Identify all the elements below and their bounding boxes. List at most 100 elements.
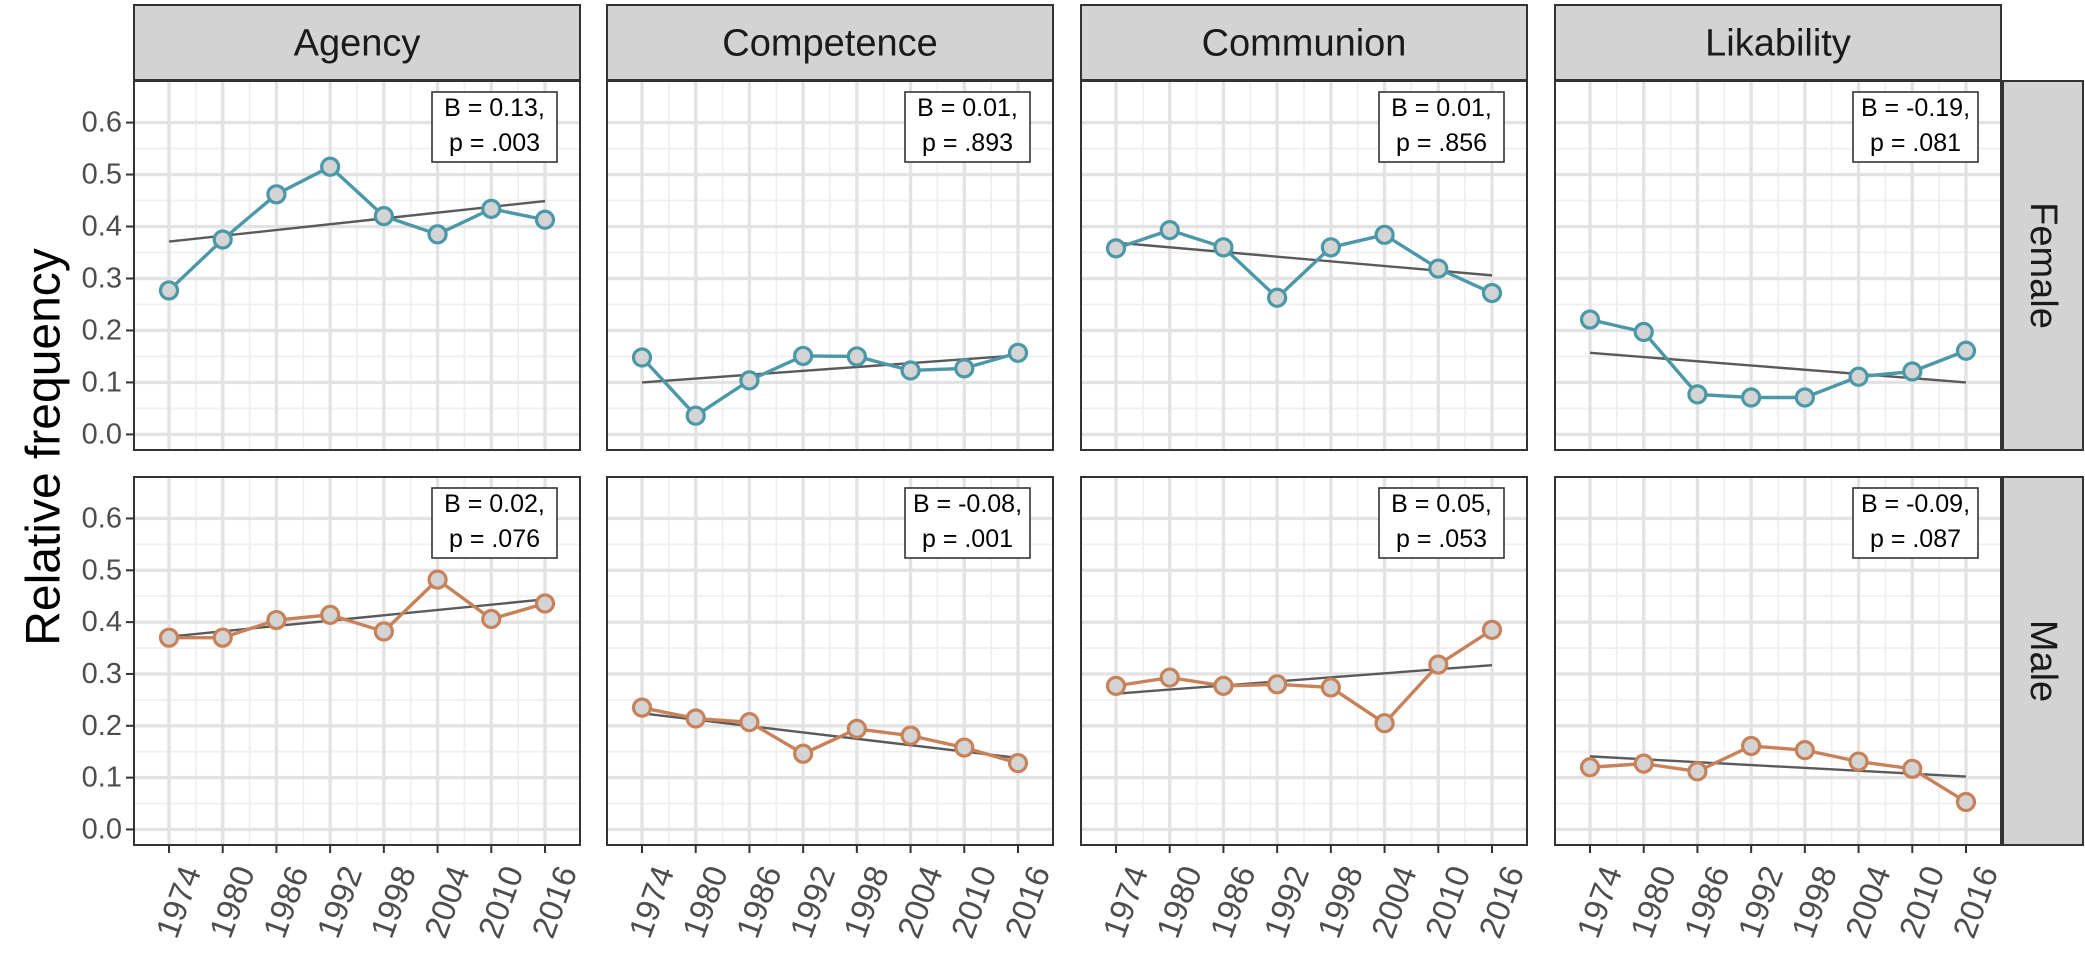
- stats-p-value: p = .076: [449, 525, 540, 553]
- stats-annotation: B = 0.05, p = .053: [1378, 487, 1505, 559]
- stats-b-value: B = 0.02,: [444, 490, 545, 518]
- panel-border: [606, 80, 1054, 451]
- stats-annotation: B = -0.08, p = .001: [904, 487, 1031, 559]
- panel-border: [1080, 80, 1528, 451]
- x-tick-label: 2004: [1364, 861, 1424, 943]
- data-point-1998: [373, 621, 394, 642]
- y-tick-label: 0.3: [82, 262, 122, 294]
- data-point-1992: [320, 604, 341, 625]
- panel-border: [1080, 476, 1528, 846]
- data-point-1998: [1794, 740, 1815, 761]
- stats-annotation: B = 0.13, p = .003: [431, 91, 558, 163]
- stats-annotation: B = -0.09, p = .087: [1852, 487, 1979, 559]
- stats-annotation-box: [1852, 91, 1979, 163]
- x-tick-label: 1998: [363, 861, 423, 943]
- stats-annotation-box: [1852, 487, 1979, 559]
- panel-male-agency: B = 0.02, p = .076 0.0 0.1 0.2 0.3 0.4 0.5 0.6 19…: [82, 476, 584, 943]
- row-strip-male: Male: [2002, 476, 2084, 846]
- y-tick-label: 0.2: [82, 710, 122, 742]
- data-point-1992: [1741, 387, 1762, 408]
- facet-panels: Agency Competence Communion Likability Femal…: [82, 4, 2084, 943]
- x-tick-label: 2004: [1838, 861, 1898, 943]
- data-point-1980: [685, 405, 706, 426]
- data-point-1974: [631, 347, 653, 368]
- stats-annotation-box: [431, 91, 558, 163]
- x-tick-label: 1974: [621, 861, 681, 943]
- stats-p-value: p = .856: [1396, 129, 1487, 157]
- row-strip-label: Male: [2022, 620, 2064, 702]
- y-tick-label: 0.0: [82, 813, 122, 845]
- y-tick-label: 0.1: [82, 762, 122, 794]
- stats-annotation: B = -0.19, p = .081: [1852, 91, 1979, 163]
- column-strip-label: Competence: [722, 23, 937, 65]
- panel-border: [1554, 476, 2002, 846]
- stats-p-value: p = .001: [922, 525, 1013, 553]
- x-tick-label: 1998: [836, 861, 896, 943]
- data-point-1992: [793, 743, 814, 764]
- x-tick-label: 1986: [1203, 861, 1263, 943]
- x-tick-label: 1986: [256, 861, 316, 943]
- data-point-2004: [1374, 713, 1395, 734]
- stats-b-value: B = -0.19,: [1861, 94, 1970, 122]
- stats-b-value: B = -0.09,: [1861, 490, 1970, 518]
- data-point-2004: [900, 725, 921, 746]
- stats-b-value: B = 0.05,: [1391, 490, 1492, 518]
- y-tick-label: 0.5: [82, 159, 122, 191]
- row-strip-female: Female: [2002, 80, 2084, 451]
- data-point-2004: [427, 569, 448, 590]
- panel-border: [606, 476, 1054, 846]
- stats-annotation-box: [431, 487, 558, 559]
- column-strip-agency: Agency: [133, 4, 581, 81]
- data-point-2010: [1428, 654, 1449, 675]
- x-tick-label: 2010: [1418, 861, 1478, 943]
- y-tick-label: 0.1: [82, 366, 122, 398]
- x-tick-label: 1974: [148, 861, 208, 943]
- data-point-1980: [212, 627, 233, 648]
- data-point-2010: [1902, 361, 1923, 382]
- stats-b-value: B = 0.13,: [444, 94, 545, 122]
- data-point-1980: [1159, 220, 1180, 241]
- panel-border: [1554, 80, 2002, 451]
- data-point-2016: [534, 593, 556, 614]
- data-point-1992: [1267, 674, 1288, 695]
- data-point-2004: [1848, 366, 1869, 387]
- data-point-2004: [1374, 224, 1395, 245]
- y-axis-title: Relative frequency: [18, 248, 71, 646]
- x-tick-label: 1998: [1310, 861, 1370, 943]
- column-strip-label: Likability: [1705, 23, 1851, 65]
- panel-male-competence: B = -0.08,p = .0011974198019861992199820…: [606, 476, 1057, 943]
- data-point-1998: [846, 346, 867, 367]
- x-tick-label: 2010: [1892, 861, 1952, 943]
- x-tick-label: 1980: [675, 861, 735, 943]
- data-point-2010: [954, 358, 975, 379]
- data-point-1974: [1105, 675, 1127, 696]
- x-tick-label: 1980: [1149, 861, 1209, 943]
- x-tick-label: 1992: [1256, 861, 1316, 943]
- stats-annotation-box: [1378, 487, 1505, 559]
- data-point-2016: [1955, 340, 1977, 361]
- x-tick-label: 2004: [890, 861, 950, 943]
- data-point-1986: [266, 184, 287, 205]
- stats-p-value: p = .087: [1870, 525, 1961, 553]
- data-point-1980: [685, 708, 706, 729]
- panel-female-agency: B = 0.13, p = .003 0.0 0.1 0.2 0.3 0.4 0.5 0.6: [82, 80, 581, 451]
- x-tick-label: 1998: [1784, 861, 1844, 943]
- data-point-1974: [158, 627, 180, 648]
- y-tick-label: 0.3: [82, 658, 122, 690]
- x-tick-label: 1992: [309, 861, 369, 943]
- panel-female-likability: B = -0.19, p = .081: [1554, 80, 2002, 451]
- data-point-1992: [1741, 735, 1762, 757]
- stats-b-value: B = -0.08,: [913, 490, 1022, 518]
- data-point-1992: [793, 345, 814, 367]
- data-point-2016: [1955, 791, 1977, 813]
- x-tick-label: 1974: [1569, 861, 1629, 943]
- x-tick-label: 2010: [471, 861, 531, 943]
- data-point-1986: [739, 370, 760, 391]
- y-tick-label: 0.0: [82, 418, 122, 450]
- x-tick-label: 1992: [782, 861, 842, 943]
- x-tick-label: 1980: [1623, 861, 1683, 943]
- column-strip-likability: Likability: [1554, 4, 2002, 81]
- data-point-1986: [739, 712, 760, 733]
- column-strip-label: Communion: [1202, 23, 1407, 65]
- column-strip-bg: [606, 4, 1054, 81]
